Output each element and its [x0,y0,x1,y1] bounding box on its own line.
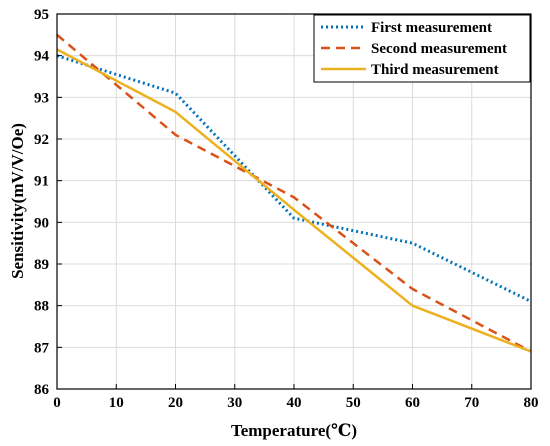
x-axis-title: Temperature(℃) [231,421,357,440]
legend: First measurement Second measurement Thi… [313,14,531,83]
legend-label-second-measurement: Second measurement [371,41,507,57]
x-tick-label: 0 [53,395,61,411]
y-tick-label: 88 [34,299,49,315]
series-line-third-measurement [56,48,532,353]
x-tick-label: 50 [346,395,361,411]
x-tick-label: 60 [405,395,420,411]
x-tick-label: 20 [168,395,183,411]
series-group [56,33,532,353]
series-line-first-measurement [56,54,532,303]
y-axis-title: Sensitivity(mV/V/Oe) [8,123,27,279]
y-tick-label: 93 [34,90,49,106]
y-tick-label: 86 [34,382,50,398]
y-tick-label: 87 [34,340,50,356]
y-tick-label: 89 [34,257,49,273]
y-tick-label: 92 [34,132,49,148]
legend-label-third-measurement: Third measurement [371,62,499,78]
legend-box [313,14,531,83]
x-tick-label: 40 [287,395,302,411]
y-tick-label: 91 [34,174,49,190]
series-line-second-measurement [56,33,532,353]
y-tick-label: 90 [34,215,49,231]
legend-label-first-measurement: First measurement [371,20,492,36]
x-tick-label: 70 [464,395,479,411]
x-tick-label: 80 [524,395,539,411]
y-tick-label: 94 [34,49,50,65]
x-tick-label: 10 [109,395,124,411]
y-tick-label: 95 [34,7,49,23]
x-tick-label: 30 [227,395,242,411]
axis-ticks: 0 10 20 30 40 50 60 70 80 86 87 88 89 90 91 92 93 94 95 [34,7,539,411]
